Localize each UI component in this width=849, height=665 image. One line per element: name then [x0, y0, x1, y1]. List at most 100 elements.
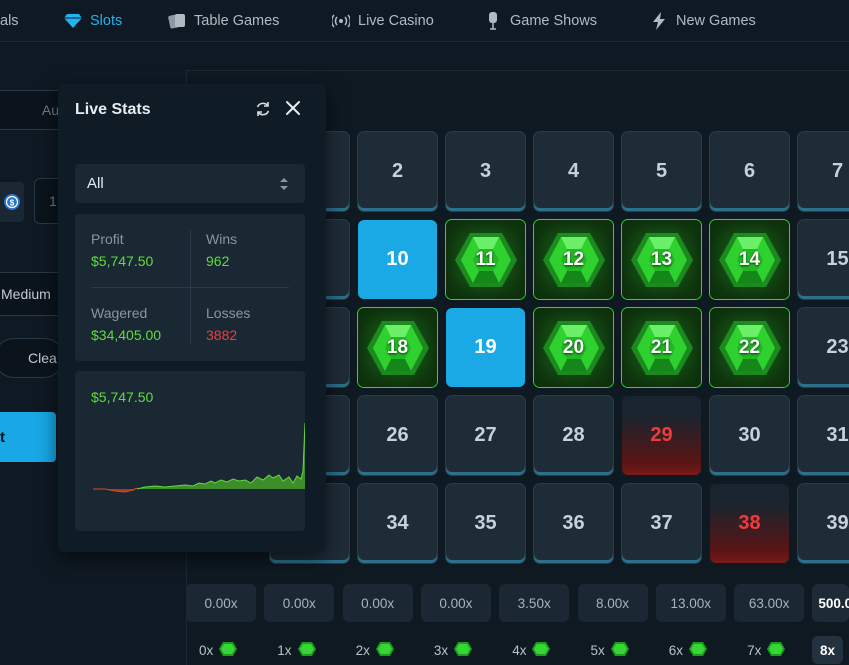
keno-tile-11[interactable]: 11	[446, 220, 525, 299]
keno-tile-19[interactable]: 19	[446, 308, 525, 387]
hit-count: 0x	[199, 636, 238, 664]
hit-count-label: 3x	[433, 642, 449, 658]
payout-multiplier: 0.00x	[342, 584, 413, 622]
profit-chart-value: $5,747.50	[91, 389, 154, 405]
auto-tab[interactable]: Au	[0, 90, 64, 130]
broadcast-icon	[332, 12, 350, 30]
keno-tile-12[interactable]: 12	[534, 220, 613, 299]
live-stats-panel: Live Stats All Profit $5,747.50 Wins 962…	[58, 84, 326, 552]
keno-tile-22[interactable]: 22	[710, 308, 789, 387]
keno-tile-label: 2	[391, 160, 404, 182]
hit-count-label: 4x	[512, 642, 527, 658]
hit-count-label: 2x	[355, 642, 370, 658]
stats-filter-select[interactable]: All	[75, 164, 305, 203]
nav-label: Slots	[90, 13, 123, 29]
nav-item-table-games[interactable]: Table Games	[168, 0, 279, 42]
profit-chart-area-loss	[93, 488, 137, 492]
hit-count: 1x	[277, 636, 316, 664]
nav-label: Game Shows	[510, 13, 598, 29]
auto-tab-label: Au	[41, 102, 59, 118]
keno-tile-4[interactable]: 4	[534, 132, 613, 211]
keno-tile-37[interactable]: 37	[622, 484, 701, 563]
keno-tile-5[interactable]: 5	[622, 132, 701, 211]
keno-tile-31[interactable]: 31	[798, 396, 849, 475]
close-icon[interactable]	[284, 99, 302, 117]
keno-tile-23[interactable]: 23	[798, 308, 849, 387]
gem-icon: 18	[365, 315, 431, 381]
keno-tile-label: 14	[738, 248, 761, 270]
gem-icon: 14	[717, 227, 783, 293]
payout-multiplier: 8.00x	[577, 584, 648, 622]
payout-multiplier: 13.00x	[655, 584, 726, 622]
keno-tile-21[interactable]: 21	[622, 308, 701, 387]
keno-tile-label: 18	[386, 336, 409, 358]
keno-tile-label: 28	[562, 424, 585, 446]
keno-tile-10[interactable]: 10	[358, 220, 437, 299]
gem-icon	[532, 641, 551, 660]
keno-tile-3[interactable]: 3	[446, 132, 525, 211]
currency-selector[interactable]: $	[0, 182, 24, 222]
hit-count: 6x	[668, 636, 708, 664]
coin-icon: $	[4, 194, 20, 210]
risk-select[interactable]: Medium	[0, 272, 64, 316]
keno-tile-36[interactable]: 36	[534, 484, 613, 563]
keno-tile-label: 26	[386, 424, 409, 446]
nav-item-new-games[interactable]: New Games	[650, 0, 756, 42]
keno-tile-label: 37	[650, 512, 673, 534]
keno-tile-26[interactable]: 26	[358, 396, 437, 475]
nav-item-game-shows[interactable]: Game Shows	[484, 0, 597, 42]
keno-tile-34[interactable]: 34	[358, 484, 437, 563]
wagered-label: Wagered	[91, 305, 148, 321]
keno-tile-38[interactable]: 38	[710, 484, 789, 563]
profit-chart-line-loss	[93, 487, 138, 493]
cards-icon	[168, 12, 186, 30]
profit-label: Profit	[91, 231, 124, 247]
keno-tile-label: 4	[567, 160, 580, 182]
nav-item-live-casino[interactable]: Live Casino	[332, 0, 434, 42]
stats-filter-value: All	[87, 175, 104, 192]
keno-tile-14[interactable]: 14	[710, 220, 789, 299]
gem-icon: 11	[453, 227, 519, 293]
keno-tile-label: 36	[562, 512, 585, 534]
keno-tile-label: 29	[650, 424, 673, 446]
wagered-value: $34,405.00	[91, 327, 162, 343]
keno-tile-label: 3	[479, 160, 492, 182]
keno-tile-20[interactable]: 20	[534, 308, 613, 387]
keno-tile-2[interactable]: 2	[358, 132, 437, 211]
keno-tile-30[interactable]: 30	[710, 396, 789, 475]
keno-tile-18[interactable]: 18	[358, 308, 437, 387]
keno-tile-27[interactable]: 27	[446, 396, 525, 475]
hit-count-label: 8x	[820, 642, 836, 658]
gem-icon	[454, 641, 473, 660]
keno-tile-13[interactable]: 13	[622, 220, 701, 299]
gem-icon	[767, 641, 786, 660]
profit-chart-area-profit	[137, 423, 305, 489]
losses-value: 3882	[206, 327, 238, 343]
hit-count: 2x	[356, 636, 394, 664]
nav-label: New Games	[676, 13, 756, 29]
keno-tile-15[interactable]: 15	[798, 220, 849, 299]
keno-tile-29[interactable]: 29	[622, 396, 701, 475]
keno-tile-label: 7	[831, 160, 844, 182]
payout-multiplier: 0.00x	[420, 584, 491, 622]
stats-divider-horizontal	[91, 287, 289, 288]
svg-text:$: $	[10, 199, 15, 208]
refresh-icon[interactable]	[254, 100, 272, 118]
clear-label: Clea	[28, 350, 57, 366]
bolt-icon	[650, 12, 668, 30]
keno-tile-28[interactable]: 28	[534, 396, 613, 475]
keno-tile-35[interactable]: 35	[446, 484, 525, 563]
clear-table-button[interactable]: Clea	[0, 338, 64, 378]
nav-item-originals[interactable]: als	[0, 0, 19, 42]
profit-chart-graph	[93, 422, 305, 493]
keno-tile-6[interactable]: 6	[710, 132, 789, 211]
keno-tile-label: 11	[475, 248, 496, 270]
bet-button[interactable]: t	[0, 412, 56, 462]
keno-tile-39[interactable]: 39	[798, 484, 849, 563]
risk-value: Medium	[1, 286, 51, 302]
keno-tile-label: 12	[562, 248, 585, 270]
keno-tile-7[interactable]: 7	[798, 132, 849, 211]
hit-count-label: 6x	[668, 642, 684, 658]
nav-item-slots[interactable]: Slots	[64, 0, 122, 42]
gem-icon: 13	[629, 227, 695, 293]
